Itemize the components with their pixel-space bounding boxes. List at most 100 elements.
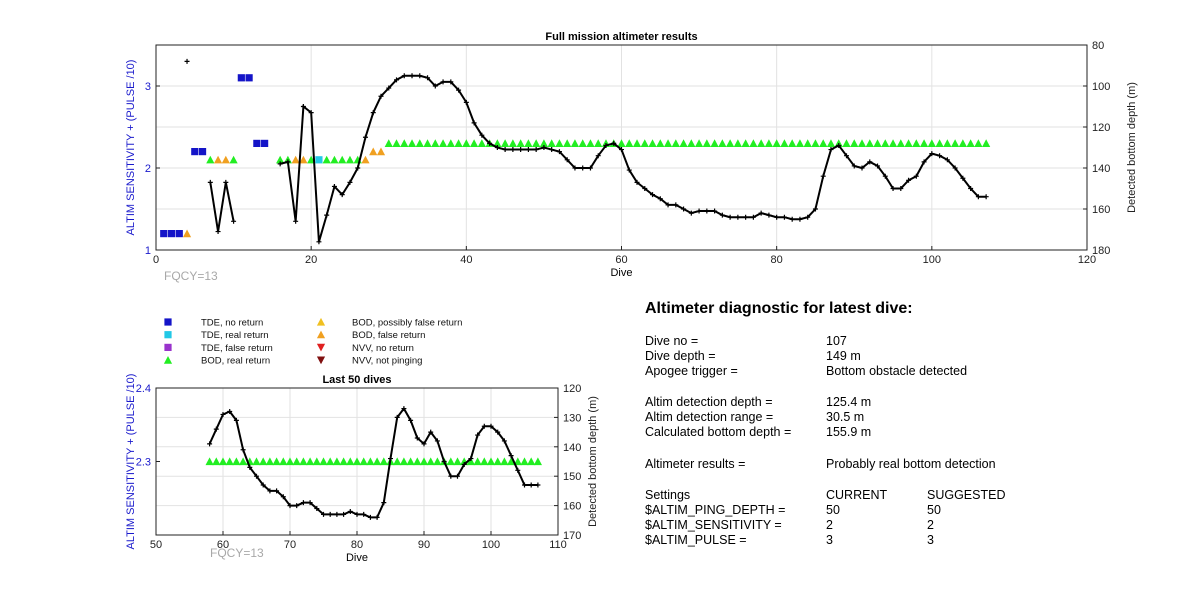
data-marker-triangle bbox=[527, 457, 536, 466]
x-tick-label: 70 bbox=[284, 539, 296, 551]
depth-point bbox=[828, 147, 834, 153]
data-marker-triangle bbox=[958, 139, 967, 147]
data-marker-triangle bbox=[640, 139, 649, 147]
depth-point bbox=[766, 212, 772, 218]
y-tick-label: 3 bbox=[145, 81, 151, 93]
depth-series-line bbox=[209, 182, 235, 232]
depth-point bbox=[495, 429, 501, 435]
data-marker-square bbox=[175, 230, 183, 238]
data-marker-triangle bbox=[671, 139, 680, 147]
data-marker-triangle bbox=[454, 139, 463, 147]
data-marker-triangle bbox=[376, 147, 386, 156]
depth-point bbox=[324, 212, 330, 218]
data-marker-triangle bbox=[265, 457, 274, 466]
x-tick-label: 90 bbox=[418, 539, 430, 551]
data-marker-triangle bbox=[407, 139, 417, 147]
depth-point bbox=[875, 163, 881, 169]
depth-point bbox=[921, 159, 927, 165]
data-marker-triangle bbox=[516, 139, 525, 147]
y2-tick-label: 180 bbox=[1092, 245, 1110, 257]
depth-point bbox=[421, 441, 427, 447]
depth-point bbox=[797, 216, 803, 222]
depth-point bbox=[735, 214, 741, 220]
depth-point bbox=[960, 175, 966, 181]
settings-row: $ALTIM_PING_DEPTH = 50 50 bbox=[645, 503, 1065, 518]
diagnostic-value: 30.5 m bbox=[826, 410, 865, 424]
setting-current: 3 bbox=[826, 533, 833, 547]
data-marker-triangle bbox=[399, 457, 408, 466]
depth-point bbox=[394, 77, 400, 83]
depth-point bbox=[820, 173, 826, 179]
depth-point bbox=[233, 417, 239, 423]
data-marker-triangle-down bbox=[316, 343, 326, 352]
diagnostic-title: Altimeter diagnostic for latest dive: bbox=[645, 300, 913, 317]
data-marker-triangle bbox=[524, 139, 533, 147]
depth-point bbox=[494, 145, 500, 150]
x-tick-label: 0 bbox=[153, 254, 159, 266]
depth-point bbox=[354, 511, 360, 517]
data-marker-triangle bbox=[259, 457, 268, 466]
data-marker-triangle bbox=[819, 139, 828, 147]
depth-point bbox=[347, 508, 353, 514]
depth-point bbox=[220, 411, 226, 417]
depth-point bbox=[572, 165, 578, 171]
diagnostic-value: Probably real bottom detection bbox=[826, 457, 996, 471]
depth-point bbox=[535, 482, 541, 488]
depth-point bbox=[812, 206, 818, 212]
depth-point bbox=[293, 218, 299, 224]
depth-point bbox=[207, 441, 213, 447]
data-marker-triangle bbox=[520, 457, 529, 466]
data-marker-triangle bbox=[379, 457, 388, 466]
data-marker-triangle bbox=[617, 139, 626, 147]
data-marker-triangle bbox=[533, 457, 542, 466]
data-marker-triangle bbox=[419, 457, 429, 466]
depth-point bbox=[975, 194, 981, 200]
depth-point bbox=[362, 134, 368, 140]
depth-point bbox=[307, 500, 313, 506]
data-marker-triangle bbox=[213, 155, 223, 164]
diagnostic-row: Altimeter results = Probably real bottom… bbox=[645, 457, 1065, 472]
data-marker-triangle bbox=[881, 139, 890, 147]
y-axis-label: ALTIM SENSITIVITY + (PULSE /10) bbox=[125, 374, 137, 550]
depth-point bbox=[789, 216, 795, 222]
depth-point bbox=[580, 165, 586, 171]
legend-label: BOD, false return bbox=[352, 330, 425, 341]
depth-point bbox=[227, 409, 233, 415]
depth-point bbox=[502, 147, 508, 153]
depth-point bbox=[488, 423, 494, 429]
depth-point bbox=[528, 482, 534, 488]
data-marker-triangle bbox=[446, 139, 455, 147]
depth-point bbox=[184, 58, 190, 64]
data-marker-triangle bbox=[927, 139, 936, 147]
depth-point bbox=[425, 75, 431, 81]
data-marker-square bbox=[198, 148, 207, 156]
depth-point bbox=[750, 214, 756, 220]
data-marker-triangle bbox=[625, 139, 634, 147]
setting-suggested: 2 bbox=[927, 518, 934, 532]
depth-point bbox=[355, 165, 361, 171]
depth-point bbox=[890, 186, 896, 191]
data-marker-triangle bbox=[438, 139, 448, 147]
data-marker-triangle bbox=[966, 139, 975, 147]
data-marker-triangle bbox=[513, 457, 522, 466]
depth-point bbox=[409, 73, 415, 79]
data-marker-square bbox=[191, 148, 199, 156]
data-marker-triangle bbox=[433, 457, 442, 466]
setting-label: $ALTIM_PULSE = bbox=[645, 533, 747, 547]
depth-point bbox=[316, 239, 322, 245]
data-marker-triangle bbox=[857, 139, 867, 147]
y2-tick-label: 160 bbox=[563, 501, 581, 513]
data-marker-square bbox=[164, 331, 172, 339]
data-marker-square bbox=[245, 74, 253, 82]
depth-point bbox=[611, 140, 617, 146]
depth-point bbox=[475, 432, 481, 438]
data-marker-triangle bbox=[663, 139, 673, 147]
data-marker-square bbox=[167, 230, 176, 238]
diagnostic-label: Dive no = bbox=[645, 334, 699, 348]
depth-point bbox=[929, 151, 935, 157]
depth-point bbox=[370, 110, 376, 116]
data-marker-triangle bbox=[702, 139, 711, 147]
chart-title: Full mission altimeter results bbox=[545, 31, 697, 43]
data-marker-triangle bbox=[469, 139, 479, 147]
